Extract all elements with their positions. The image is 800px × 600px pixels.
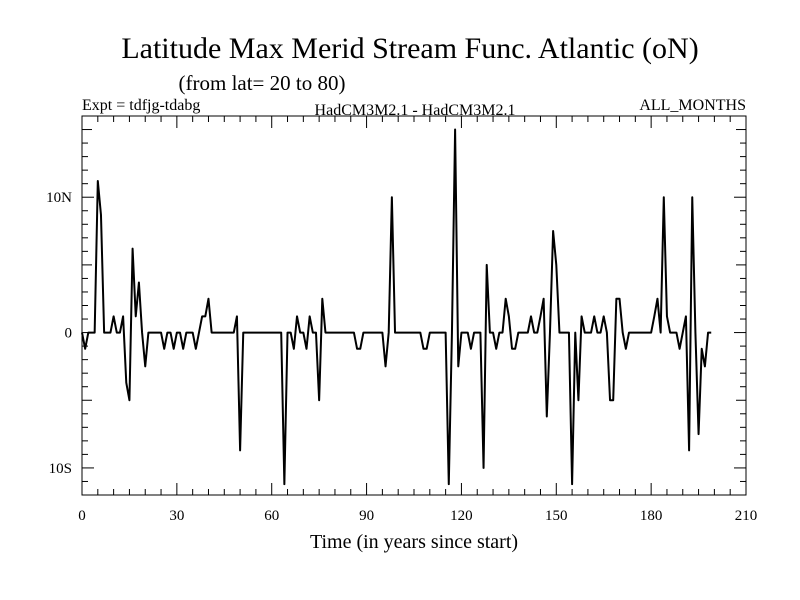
series-line	[81, 128, 712, 486]
chart-title: Latitude Max Merid Stream Func. Atlantic…	[121, 32, 698, 65]
x-tick-label: 90	[359, 508, 374, 524]
x-axis-tick-labels: 0 30 60 90 120 150 180 210	[78, 508, 757, 524]
x-tick-label: 180	[640, 508, 663, 524]
chart-subtitle: (from lat= 20 to 80)	[179, 71, 346, 95]
x-axis-label: Time (in years since start)	[310, 531, 518, 553]
y-tick-label: 10S	[49, 461, 72, 477]
experiment-label: Expt = tdfjg-tdabg	[82, 97, 200, 114]
model-label: HadCM3M2.1 - HadCM3M2.1	[315, 102, 516, 119]
x-tick-label: 150	[545, 508, 568, 524]
x-axis-ticks	[81, 116, 747, 495]
plot-frame	[81, 115, 747, 496]
y-axis-tick-labels: 10S 0 10N	[46, 190, 72, 477]
y-tick-label: 10N	[46, 190, 72, 206]
x-tick-label: 60	[264, 508, 279, 524]
y-axis-ticks	[82, 115, 746, 496]
x-tick-label: 120	[450, 508, 473, 524]
x-tick-label: 0	[78, 508, 86, 524]
x-tick-label: 210	[735, 508, 758, 524]
y-tick-label: 0	[65, 326, 73, 342]
x-tick-label: 30	[169, 508, 184, 524]
months-label: ALL_MONTHS	[639, 97, 746, 114]
